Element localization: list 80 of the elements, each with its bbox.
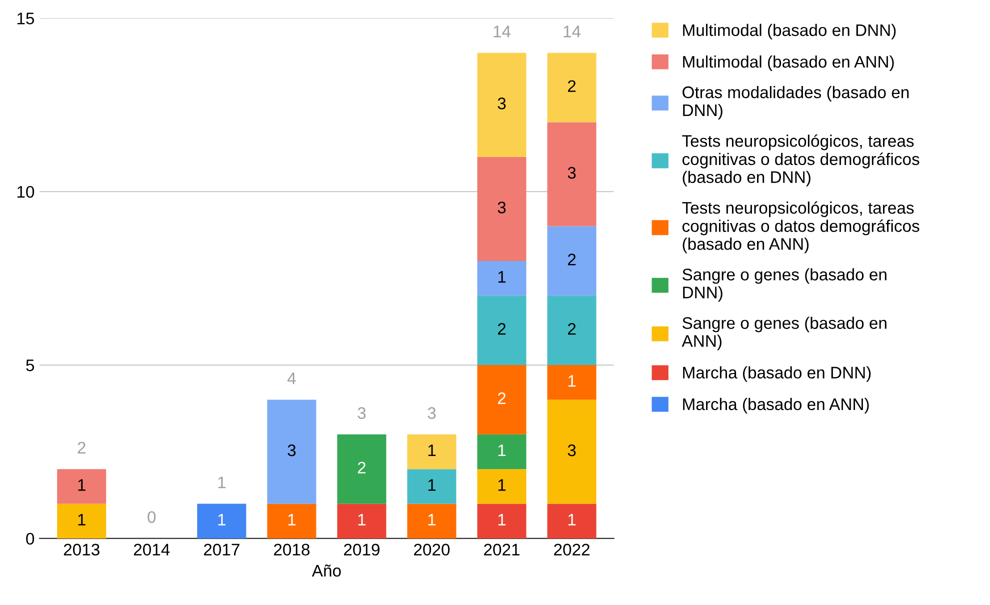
x-tick-label: 2022: [554, 544, 590, 556]
data-label: 2: [358, 462, 366, 474]
bar: [477, 52, 526, 157]
y-tick-label: 15: [17, 12, 34, 24]
total-label: 14: [564, 26, 581, 38]
total-label: 2: [78, 442, 86, 454]
total-label: 3: [428, 407, 436, 419]
bar: [547, 504, 596, 538]
bar: [267, 400, 316, 504]
bar: [547, 122, 596, 226]
bar: [477, 156, 526, 261]
x-tick-label: 2019: [344, 544, 380, 556]
total-label: 4: [287, 372, 296, 384]
bar: [477, 434, 526, 470]
data-label: 3: [288, 444, 296, 456]
bar: [267, 504, 316, 538]
data-label: 3: [568, 166, 576, 179]
data-label: 1: [428, 444, 436, 456]
legend-label: Otras modalidades (basado en DNN): [682, 86, 909, 120]
total-label: 3: [358, 407, 366, 419]
bar: [477, 260, 526, 296]
x-tick-label: 2017: [204, 544, 240, 556]
legend-label: Tests neuropsicológicos, tareas cognitivas o datos demográficos (basado en DNN): [682, 134, 920, 186]
bar: [57, 469, 106, 504]
legend-label: Multimodal (basado en ANN): [683, 55, 894, 71]
bar: [477, 296, 526, 366]
bar: [407, 504, 456, 538]
data-label: 3: [568, 444, 576, 456]
data-label: 2: [498, 392, 506, 404]
x-tick-label: 2018: [274, 544, 310, 556]
data-label: 1: [428, 514, 436, 526]
legend-label: Marcha (basado en ANN): [683, 398, 869, 414]
data-label: 3: [498, 98, 506, 110]
legend-label: Sangre o genes (basado en DNN): [682, 268, 886, 302]
bar: [547, 400, 596, 504]
legend-label: Multimodal (basado en DNN): [683, 24, 896, 40]
data-label: 1: [78, 479, 86, 491]
bar: [57, 504, 106, 538]
x-tick-label: 2020: [414, 544, 450, 556]
data-label: 1: [568, 514, 576, 526]
data-label: 1: [498, 271, 506, 283]
legend-label: Tests neuropsicológicos, tareas cognitivas o datos demográficos (basado en ANN): [682, 201, 920, 254]
y-tick-label: 10: [17, 186, 34, 198]
data-label: 2: [568, 323, 576, 335]
y-tick-label: 5: [26, 360, 34, 372]
x-tick-label: 2021: [484, 544, 520, 556]
data-label: 1: [498, 444, 506, 456]
bar: [477, 469, 526, 504]
data-label: 1: [218, 514, 226, 526]
data-label: 2: [568, 80, 576, 92]
bar: [477, 504, 526, 538]
bar: [407, 469, 456, 504]
bar: [337, 504, 386, 538]
data-label: 1: [498, 479, 506, 491]
data-label: 2: [498, 323, 506, 335]
bar: [477, 365, 526, 434]
total-label: 0: [148, 511, 156, 524]
x-tick-label: 2014: [134, 544, 170, 556]
data-label: 1: [498, 514, 506, 526]
bar: [547, 226, 596, 296]
data-label: 1: [358, 514, 366, 526]
data-label: 1: [568, 375, 576, 387]
legend-label: Sangre o genes (basado en ANN): [682, 316, 886, 350]
y-tick-label: 0: [26, 532, 34, 545]
bar: [547, 296, 596, 366]
bar: [197, 504, 246, 538]
bar: [407, 434, 456, 470]
total-label: 14: [494, 26, 511, 38]
data-label: 1: [78, 514, 86, 526]
data-label: 2: [568, 254, 576, 266]
x-axis-title: Año: [312, 564, 341, 577]
data-label: 3: [498, 202, 506, 214]
x-tick-label: 2013: [64, 544, 100, 556]
data-label: 1: [428, 479, 436, 491]
bar: [337, 434, 386, 504]
legend-label: Marcha (basado en DNN): [683, 366, 871, 382]
total-label: 1: [218, 476, 226, 488]
bar: [547, 365, 596, 400]
bar: [547, 52, 596, 122]
data-label: 1: [288, 514, 296, 526]
